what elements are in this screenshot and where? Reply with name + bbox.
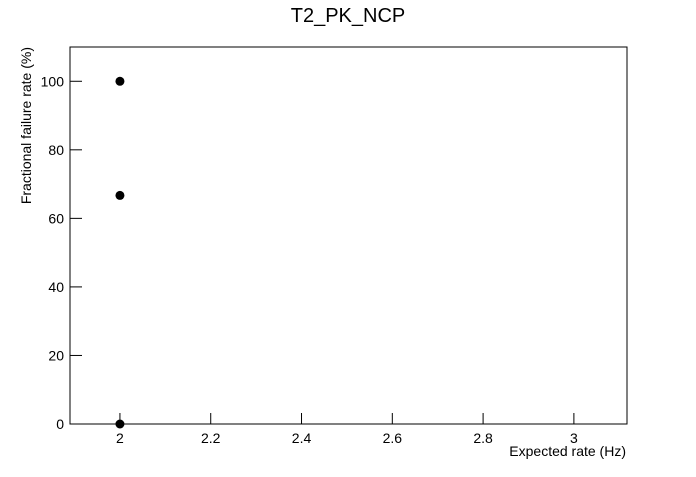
- y-axis-label: Fractional failure rate (%): [18, 47, 34, 204]
- point: [115, 190, 125, 200]
- x-tick-label: 2: [116, 430, 124, 446]
- y-tick-label: 80: [48, 142, 64, 158]
- x-axis-label: Expected rate (Hz): [509, 443, 626, 459]
- y-tick-label: 60: [48, 210, 64, 226]
- point: [115, 76, 125, 86]
- x-tick-label: 2.8: [473, 430, 493, 446]
- plot-frame: [69, 46, 628, 425]
- x-tick-label: 2.4: [292, 430, 312, 446]
- y-tick-label: 100: [41, 73, 65, 89]
- x-tick-label: 2.6: [383, 430, 403, 446]
- y-tick-label: 0: [56, 416, 64, 432]
- chart-title: T2_PK_NCP: [291, 5, 406, 27]
- x-tick-label: 3: [570, 430, 578, 446]
- y-tick-label: 20: [48, 347, 64, 363]
- x-tick-label: 2.2: [201, 430, 221, 446]
- y-tick-label: 40: [48, 279, 64, 295]
- point: [115, 419, 125, 429]
